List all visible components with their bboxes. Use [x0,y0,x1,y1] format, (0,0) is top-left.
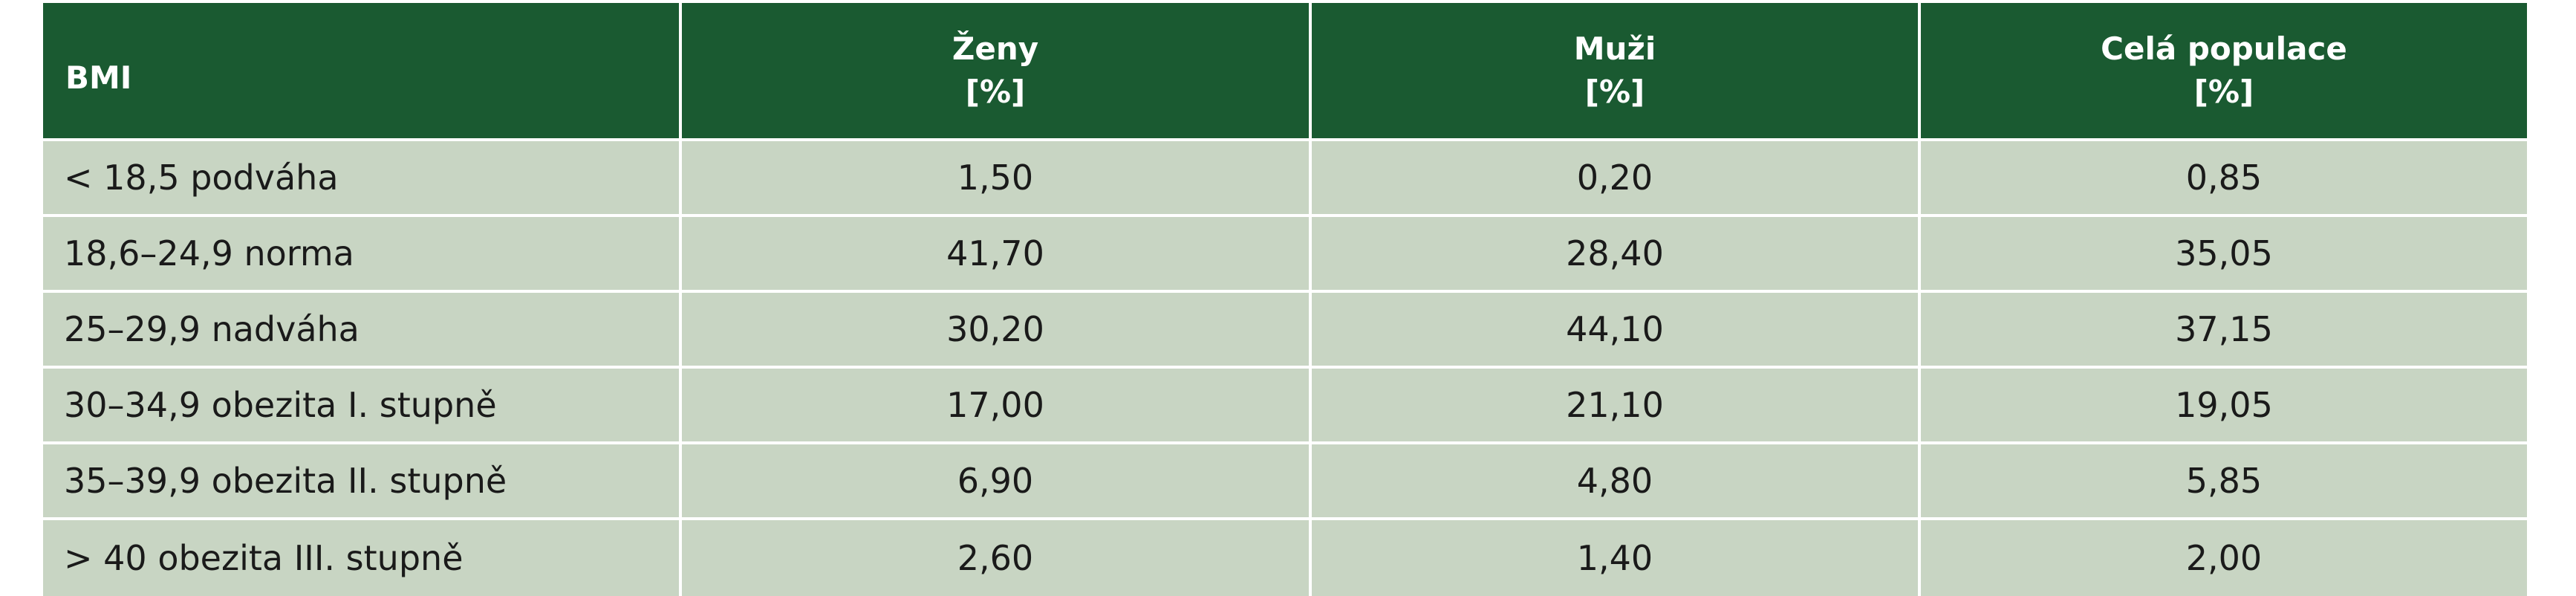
table-row: 18,6–24,9 norma 41,70 28,40 35,05 [43,214,2527,291]
cell-muzi: 44,10 [1310,290,1921,367]
cell-populace: 35,05 [1919,214,2527,291]
cell-muzi: 21,10 [1310,366,1921,443]
table-body: < 18,5 podváha 1,50 0,20 0,85 18,6–24,9 … [43,138,2527,596]
header-cela-populace-label: Celá populace [2101,30,2347,67]
cell-muzi: 28,40 [1310,214,1921,291]
table-row: 25–29,9 nadváha 30,20 44,10 37,15 [43,290,2527,367]
header-muzi-label: Muži [1573,30,1656,67]
cell-populace: 19,05 [1919,366,2527,443]
table-row: 35–39,9 obezita II. stupně 6,90 4,80 5,8… [43,441,2527,519]
cell-muzi: 0,20 [1310,138,1921,216]
header-muzi-unit: [%] [1584,74,1645,110]
header-bmi-label: BMI [65,59,132,96]
bmi-table-container: BMI Ženy [%] Muži [%] Celá populace [%] … [43,3,2527,596]
cell-zeny: 17,00 [680,366,1312,443]
header-zeny: Ženy [%] [680,3,1312,140]
cell-bmi: > 40 obezita III. stupně [43,517,682,596]
header-bmi: BMI [43,3,682,140]
cell-bmi: 18,6–24,9 norma [43,214,682,291]
header-zeny-label: Ženy [952,30,1039,67]
table-row: 30–34,9 obezita I. stupně 17,00 21,10 19… [43,366,2527,443]
cell-zeny: 6,90 [680,441,1312,519]
cell-muzi: 1,40 [1310,517,1921,596]
table-header: BMI Ženy [%] Muži [%] Celá populace [%] [43,3,2527,140]
cell-bmi: 25–29,9 nadváha [43,290,682,367]
table-row: > 40 obezita III. stupně 2,60 1,40 2,00 [43,517,2527,596]
table-row: < 18,5 podváha 1,50 0,20 0,85 [43,138,2527,216]
header-cela-populace: Celá populace [%] [1919,3,2527,140]
cell-zeny: 41,70 [680,214,1312,291]
bmi-table: BMI Ženy [%] Muži [%] Celá populace [%] … [43,3,2527,596]
cell-zeny: 1,50 [680,138,1312,216]
cell-populace: 0,85 [1919,138,2527,216]
cell-populace: 5,85 [1919,441,2527,519]
header-row: BMI Ženy [%] Muži [%] Celá populace [%] [43,3,2527,140]
header-zeny-unit: [%] [965,74,1026,110]
cell-populace: 2,00 [1919,517,2527,596]
cell-bmi: 30–34,9 obezita I. stupně [43,366,682,443]
cell-zeny: 30,20 [680,290,1312,367]
cell-muzi: 4,80 [1310,441,1921,519]
header-muzi: Muži [%] [1310,3,1921,140]
cell-zeny: 2,60 [680,517,1312,596]
header-cela-populace-unit: [%] [2193,74,2254,110]
cell-bmi: 35–39,9 obezita II. stupně [43,441,682,519]
cell-bmi: < 18,5 podváha [43,138,682,216]
cell-populace: 37,15 [1919,290,2527,367]
